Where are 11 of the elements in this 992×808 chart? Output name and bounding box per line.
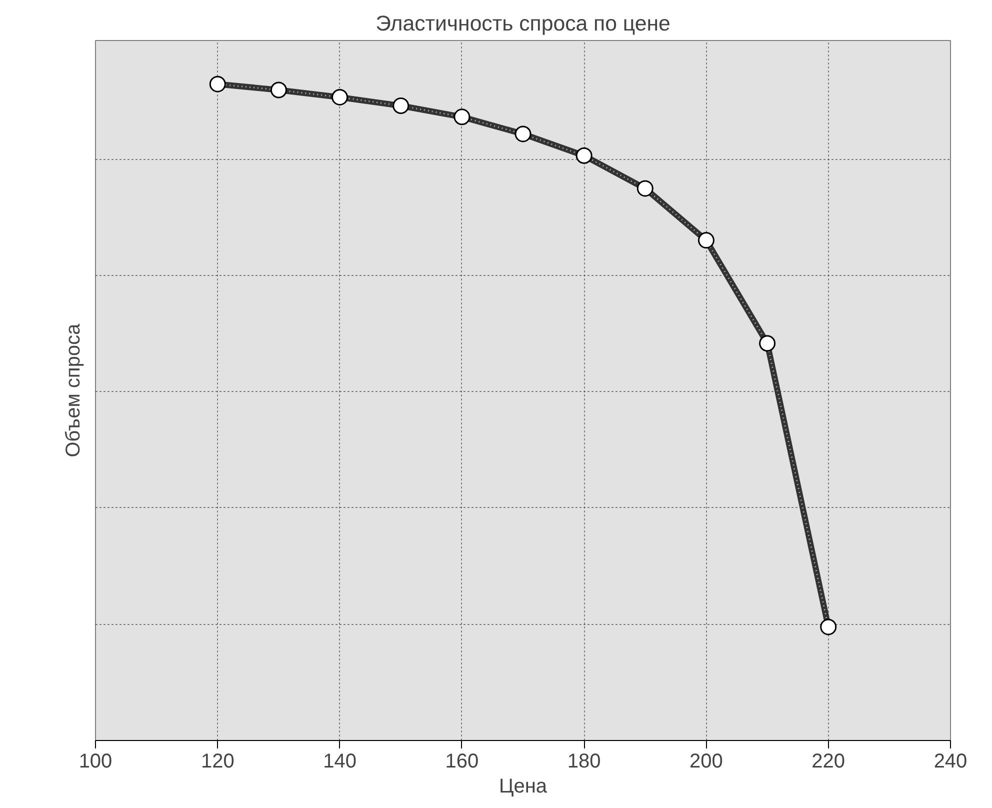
x-axis-title: Цена: [498, 776, 548, 798]
x-tick-label: 200: [690, 750, 723, 772]
x-tick-label: 140: [323, 750, 356, 772]
x-tick-label: 120: [200, 750, 234, 772]
x-tick-label: 180: [567, 750, 601, 772]
x-tick-label: 220: [812, 750, 846, 772]
x-tick-label: 240: [934, 750, 968, 772]
y-axis-title: Объем спроса: [62, 322, 84, 458]
chart-title: Эластичность спроса по цене: [376, 12, 670, 36]
x-tick-label: 100: [78, 750, 112, 772]
x-tick-label: 160: [445, 750, 479, 772]
